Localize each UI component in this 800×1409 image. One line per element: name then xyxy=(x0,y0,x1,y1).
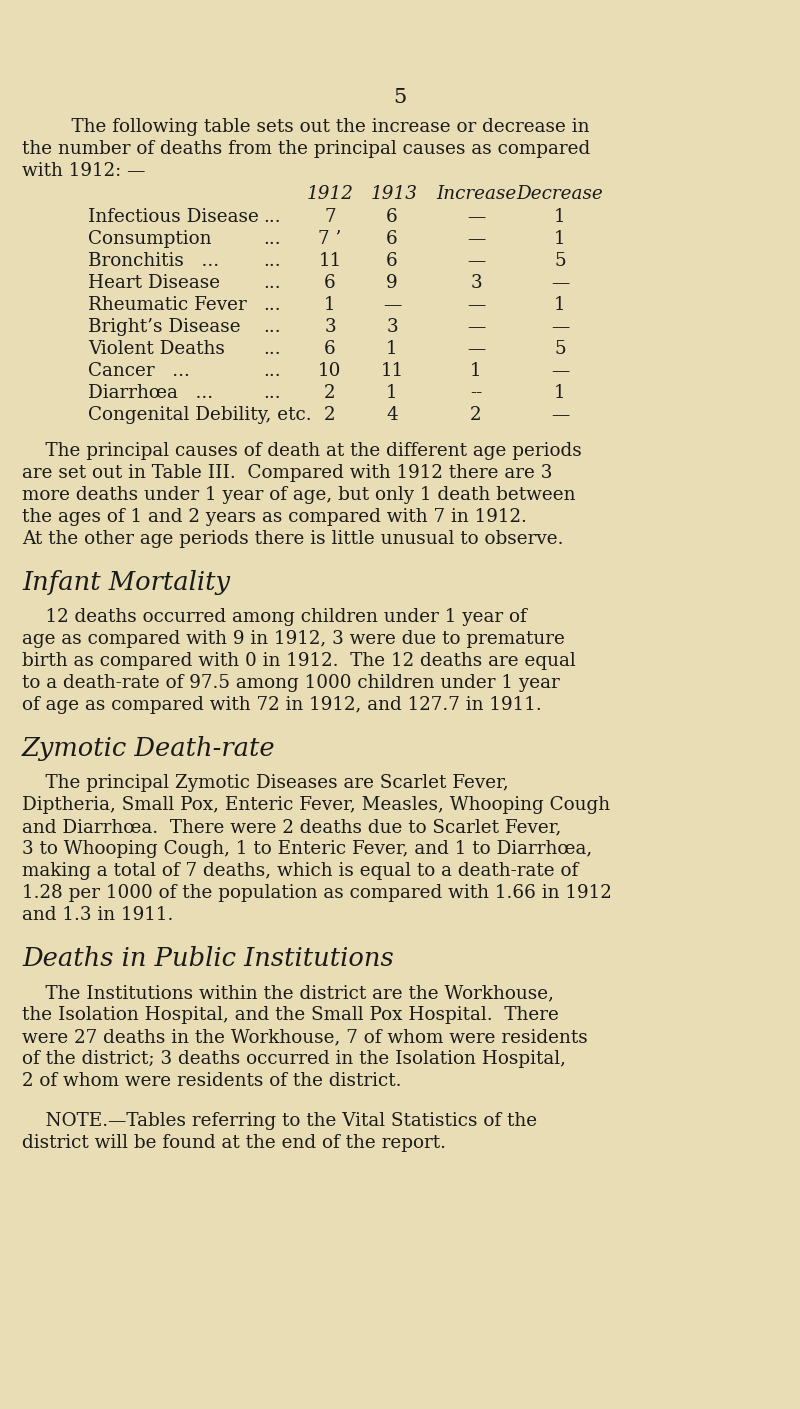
Text: 6: 6 xyxy=(386,252,398,271)
Text: to a death-rate of 97.5 among 1000 children under 1 year: to a death-rate of 97.5 among 1000 child… xyxy=(22,674,560,692)
Text: Infant Mortality: Infant Mortality xyxy=(22,571,230,595)
Text: Decrease: Decrease xyxy=(517,185,603,203)
Text: Cancer   ...: Cancer ... xyxy=(88,362,190,380)
Text: 10: 10 xyxy=(318,362,342,380)
Text: —: — xyxy=(467,252,485,271)
Text: Congenital Debility, etc.: Congenital Debility, etc. xyxy=(88,406,312,424)
Text: 7 ’: 7 ’ xyxy=(318,230,342,248)
Text: 3 to Whooping Cough, 1 to Enteric Fever, and 1 to Diarrhœa,: 3 to Whooping Cough, 1 to Enteric Fever,… xyxy=(22,840,592,858)
Text: 2 of whom were residents of the district.: 2 of whom were residents of the district… xyxy=(22,1072,402,1091)
Text: 1: 1 xyxy=(554,230,566,248)
Text: Deaths in Public Institutions: Deaths in Public Institutions xyxy=(22,945,394,971)
Text: 1: 1 xyxy=(324,296,336,314)
Text: ...: ... xyxy=(263,340,281,358)
Text: 6: 6 xyxy=(386,230,398,248)
Text: ...: ... xyxy=(263,209,281,225)
Text: 1: 1 xyxy=(386,340,398,358)
Text: ...: ... xyxy=(263,385,281,402)
Text: are set out in Table III.  Compared with 1912 there are 3: are set out in Table III. Compared with … xyxy=(22,464,552,482)
Text: —: — xyxy=(467,209,485,225)
Text: 1913: 1913 xyxy=(370,185,418,203)
Text: At the other age periods there is little unusual to observe.: At the other age periods there is little… xyxy=(22,530,563,548)
Text: ...: ... xyxy=(263,273,281,292)
Text: NOTE.—Tables referring to the Vital Statistics of the: NOTE.—Tables referring to the Vital Stat… xyxy=(22,1112,537,1130)
Text: Consumption: Consumption xyxy=(88,230,211,248)
Text: Heart Disease: Heart Disease xyxy=(88,273,220,292)
Text: —: — xyxy=(551,273,569,292)
Text: 12 deaths occurred among children under 1 year of: 12 deaths occurred among children under … xyxy=(22,609,526,626)
Text: —: — xyxy=(551,362,569,380)
Text: Diptheria, Small Pox, Enteric Fever, Measles, Whooping Cough: Diptheria, Small Pox, Enteric Fever, Mea… xyxy=(22,796,610,814)
Text: with 1912: —: with 1912: — xyxy=(22,162,146,180)
Text: 9: 9 xyxy=(386,273,398,292)
Text: 3: 3 xyxy=(324,318,336,335)
Text: —: — xyxy=(467,296,485,314)
Text: 1: 1 xyxy=(554,385,566,402)
Text: 3: 3 xyxy=(386,318,398,335)
Text: Rheumatic Fever: Rheumatic Fever xyxy=(88,296,246,314)
Text: age as compared with 9 in 1912, 3 were due to premature: age as compared with 9 in 1912, 3 were d… xyxy=(22,630,565,648)
Text: —: — xyxy=(551,318,569,335)
Text: of age as compared with 72 in 1912, and 127.7 in 1911.: of age as compared with 72 in 1912, and … xyxy=(22,696,542,714)
Text: Zymotic Death-rate: Zymotic Death-rate xyxy=(22,735,276,761)
Text: making a total of 7 deaths, which is equal to a death-rate of: making a total of 7 deaths, which is equ… xyxy=(22,862,578,881)
Text: 1: 1 xyxy=(554,209,566,225)
Text: 5: 5 xyxy=(554,252,566,271)
Text: the number of deaths from the principal causes as compared: the number of deaths from the principal … xyxy=(22,139,590,158)
Text: ...: ... xyxy=(263,252,281,271)
Text: Increase: Increase xyxy=(436,185,516,203)
Text: of the district; 3 deaths occurred in the Isolation Hospital,: of the district; 3 deaths occurred in th… xyxy=(22,1050,566,1068)
Text: --: -- xyxy=(470,385,482,402)
Text: 2: 2 xyxy=(470,406,482,424)
Text: 1912: 1912 xyxy=(306,185,354,203)
Text: —: — xyxy=(467,230,485,248)
Text: the ages of 1 and 2 years as compared with 7 in 1912.: the ages of 1 and 2 years as compared wi… xyxy=(22,509,527,526)
Text: ...: ... xyxy=(263,362,281,380)
Text: Diarrhœa   ...: Diarrhœa ... xyxy=(88,385,213,402)
Text: —: — xyxy=(383,296,401,314)
Text: 2: 2 xyxy=(324,406,336,424)
Text: The principal Zymotic Diseases are Scarlet Fever,: The principal Zymotic Diseases are Scarl… xyxy=(22,774,509,792)
Text: 1: 1 xyxy=(470,362,482,380)
Text: 4: 4 xyxy=(386,406,398,424)
Text: ...: ... xyxy=(263,296,281,314)
Text: Violent Deaths: Violent Deaths xyxy=(88,340,225,358)
Text: The following table sets out the increase or decrease in: The following table sets out the increas… xyxy=(48,118,590,137)
Text: ...: ... xyxy=(263,318,281,335)
Text: and Diarrhœa.  There were 2 deaths due to Scarlet Fever,: and Diarrhœa. There were 2 deaths due to… xyxy=(22,819,562,836)
Text: 1.28 per 1000 of the population as compared with 1.66 in 1912: 1.28 per 1000 of the population as compa… xyxy=(22,883,612,902)
Text: 3: 3 xyxy=(470,273,482,292)
Text: and 1.3 in 1911.: and 1.3 in 1911. xyxy=(22,906,174,924)
Text: 2: 2 xyxy=(324,385,336,402)
Text: 1: 1 xyxy=(386,385,398,402)
Text: 7: 7 xyxy=(324,209,336,225)
Text: birth as compared with 0 in 1912.  The 12 deaths are equal: birth as compared with 0 in 1912. The 12… xyxy=(22,652,576,671)
Text: 11: 11 xyxy=(318,252,342,271)
Text: the Isolation Hospital, and the Small Pox Hospital.  There: the Isolation Hospital, and the Small Po… xyxy=(22,1006,559,1024)
Text: —: — xyxy=(467,318,485,335)
Text: 6: 6 xyxy=(324,273,336,292)
Text: 5: 5 xyxy=(394,87,406,107)
Text: The Institutions within the district are the Workhouse,: The Institutions within the district are… xyxy=(22,983,554,1002)
Text: 6: 6 xyxy=(324,340,336,358)
Text: —: — xyxy=(551,406,569,424)
Text: 11: 11 xyxy=(380,362,404,380)
Text: The principal causes of death at the different age periods: The principal causes of death at the dif… xyxy=(22,442,582,459)
Text: were 27 deaths in the Workhouse, 7 of whom were residents: were 27 deaths in the Workhouse, 7 of wh… xyxy=(22,1029,588,1045)
Text: 1: 1 xyxy=(554,296,566,314)
Text: —: — xyxy=(467,340,485,358)
Text: 5: 5 xyxy=(554,340,566,358)
Text: district will be found at the end of the report.: district will be found at the end of the… xyxy=(22,1134,446,1153)
Text: more deaths under 1 year of age, but only 1 death between: more deaths under 1 year of age, but onl… xyxy=(22,486,575,504)
Text: ...: ... xyxy=(263,230,281,248)
Text: Bright’s Disease: Bright’s Disease xyxy=(88,318,241,335)
Text: 6: 6 xyxy=(386,209,398,225)
Text: Bronchitis   ...: Bronchitis ... xyxy=(88,252,219,271)
Text: Infectious Disease: Infectious Disease xyxy=(88,209,259,225)
